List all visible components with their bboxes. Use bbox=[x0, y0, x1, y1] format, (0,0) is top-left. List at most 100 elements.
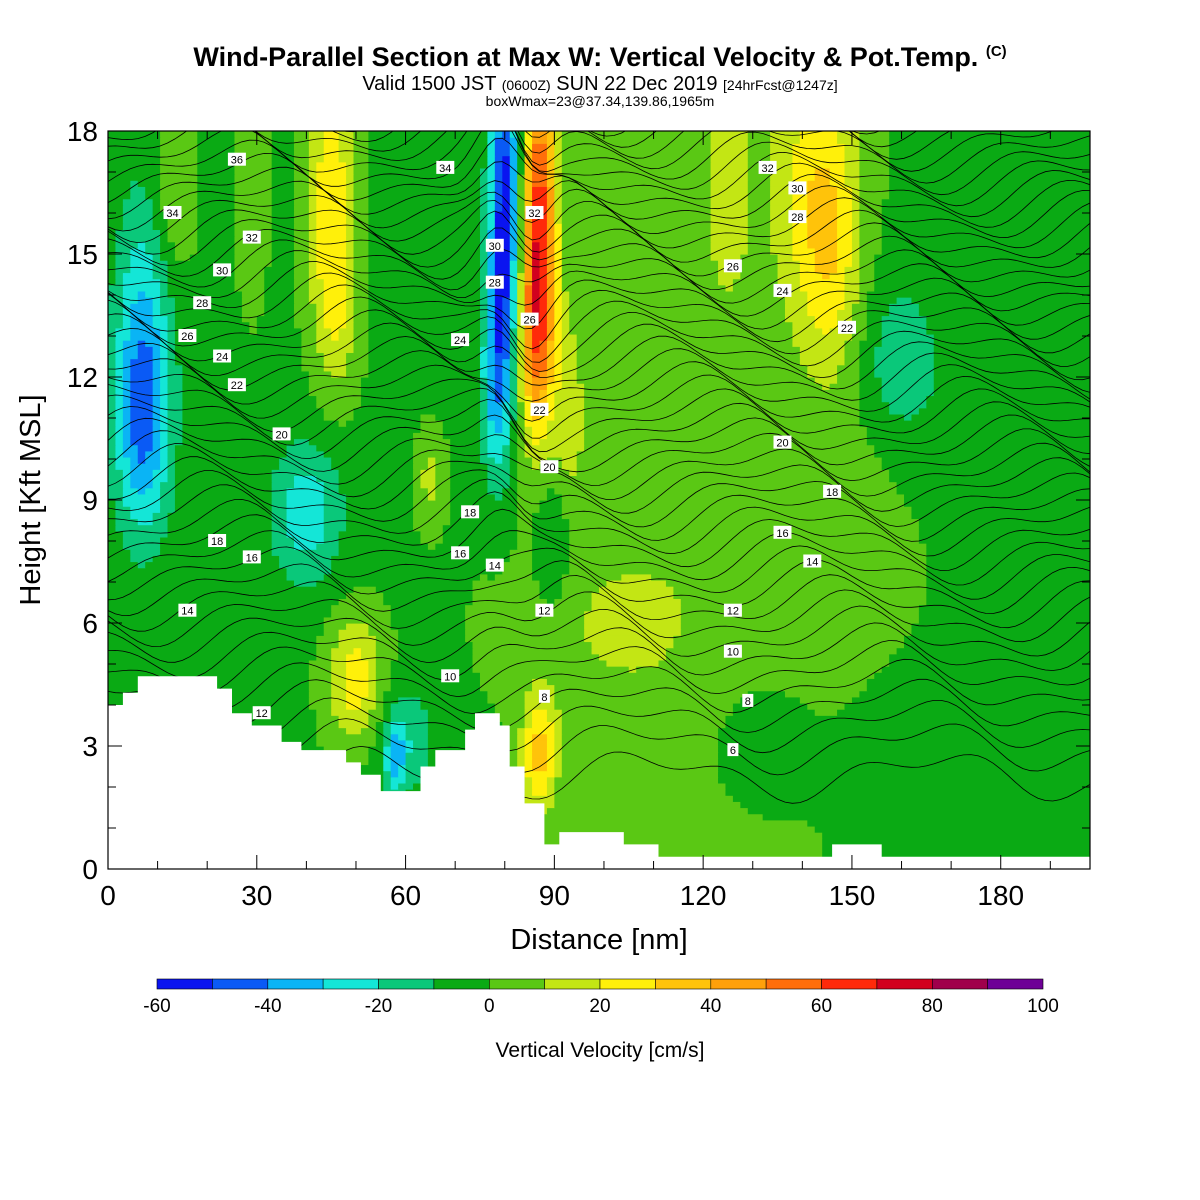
velocity-cell bbox=[710, 180, 749, 187]
velocity-cell bbox=[539, 254, 548, 261]
velocity-cell bbox=[502, 204, 511, 212]
velocity-cell bbox=[479, 241, 489, 249]
velocity-cell bbox=[108, 174, 161, 181]
velocity-cell bbox=[130, 432, 154, 440]
velocity-cell bbox=[777, 266, 801, 274]
velocity-cell bbox=[561, 180, 712, 187]
velocity-cell bbox=[108, 303, 124, 310]
velocity-cell bbox=[561, 512, 913, 520]
velocity-cell bbox=[517, 247, 526, 255]
velocity-cell bbox=[353, 167, 369, 175]
velocity-cell bbox=[152, 210, 169, 218]
velocity-cell bbox=[539, 340, 548, 347]
velocity-cell bbox=[829, 180, 846, 187]
velocity-cell bbox=[122, 272, 154, 280]
velocity-cell bbox=[197, 198, 236, 206]
velocity-cell bbox=[502, 413, 511, 421]
theta-label: 22 bbox=[530, 402, 549, 417]
velocity-cell bbox=[926, 543, 1090, 550]
velocity-cell bbox=[770, 167, 794, 175]
velocity-cell bbox=[814, 247, 838, 255]
velocity-cell bbox=[331, 684, 347, 692]
velocity-cell bbox=[108, 149, 161, 157]
velocity-cell bbox=[904, 500, 1090, 507]
velocity-cell bbox=[405, 746, 414, 753]
velocity-cell bbox=[108, 610, 332, 618]
velocity-cell bbox=[308, 266, 317, 274]
theta-label: 8 bbox=[538, 689, 550, 704]
velocity-cell bbox=[360, 395, 481, 403]
theta-contour bbox=[108, 235, 1090, 291]
theta-contour bbox=[108, 491, 1090, 557]
velocity-cell bbox=[160, 352, 169, 360]
velocity-cell bbox=[375, 659, 392, 667]
velocity-cell bbox=[561, 358, 578, 366]
velocity-cell bbox=[122, 383, 131, 390]
velocity-cell bbox=[532, 758, 548, 766]
velocity-cell bbox=[130, 383, 154, 390]
velocity-cell bbox=[122, 469, 131, 476]
velocity-cell bbox=[747, 247, 771, 255]
velocity-cell bbox=[442, 524, 518, 532]
velocity-cell bbox=[346, 702, 362, 710]
velocity-cell bbox=[532, 733, 548, 741]
velocity-cell bbox=[316, 161, 347, 169]
velocity-cell bbox=[532, 235, 548, 243]
velocity-cell bbox=[174, 333, 303, 341]
velocity-cell bbox=[152, 438, 161, 446]
velocity-cell bbox=[286, 493, 325, 501]
velocity-cell bbox=[494, 223, 511, 230]
velocity-cell bbox=[554, 217, 563, 224]
velocity-cell bbox=[479, 573, 489, 581]
velocity-cell bbox=[524, 377, 533, 384]
velocity-cell bbox=[509, 297, 518, 304]
velocity-cell bbox=[539, 389, 548, 397]
velocity-cell bbox=[584, 623, 682, 630]
velocity-cell bbox=[308, 383, 362, 390]
velocity-cell bbox=[532, 321, 548, 329]
velocity-cell bbox=[108, 530, 124, 538]
velocity-cell bbox=[777, 272, 801, 280]
theta-contour bbox=[108, 545, 1090, 601]
velocity-cell bbox=[108, 524, 117, 532]
velocity-cell bbox=[316, 260, 347, 267]
velocity-cell bbox=[160, 192, 198, 200]
velocity-cell bbox=[844, 149, 860, 157]
velocity-cell bbox=[517, 536, 533, 544]
velocity-cell bbox=[108, 364, 117, 372]
velocity-cell bbox=[539, 303, 548, 310]
velocity-cell bbox=[316, 174, 347, 181]
velocity-cell bbox=[561, 278, 719, 286]
velocity-cell bbox=[160, 327, 169, 335]
velocity-cell bbox=[316, 709, 332, 716]
velocity-cell bbox=[308, 260, 317, 267]
velocity-cell bbox=[502, 377, 511, 384]
colorbar-title: Vertical Velocity [cm/s] bbox=[496, 1039, 705, 1062]
velocity-cell bbox=[346, 696, 362, 704]
velocity-cell bbox=[710, 174, 749, 181]
velocity-cell bbox=[554, 746, 563, 753]
velocity-cell bbox=[479, 444, 489, 452]
velocity-cell bbox=[167, 377, 183, 384]
velocity-cell bbox=[271, 131, 295, 138]
theta-label: 6 bbox=[727, 743, 739, 757]
valid-date: SUN 22 Dec 2019 bbox=[556, 73, 718, 95]
velocity-cell bbox=[308, 210, 317, 218]
velocity-cell bbox=[837, 254, 853, 261]
velocity-cell bbox=[933, 364, 1090, 372]
velocity-cell bbox=[517, 358, 526, 366]
velocity-cell bbox=[747, 210, 771, 218]
velocity-cell bbox=[331, 666, 347, 673]
theta-label: 16 bbox=[773, 525, 792, 540]
velocity-cell bbox=[346, 506, 414, 513]
velocity-cell bbox=[271, 241, 295, 249]
velocity-cell bbox=[494, 493, 503, 501]
y-tick-label: 0 bbox=[82, 854, 98, 885]
velocity-cell bbox=[859, 174, 890, 181]
colorbar-swatch bbox=[267, 978, 324, 990]
velocity-cell bbox=[502, 198, 511, 206]
velocity-cell bbox=[770, 241, 794, 249]
velocity-cell bbox=[494, 137, 511, 144]
velocity-cell bbox=[346, 364, 369, 372]
velocity-cell bbox=[799, 131, 838, 138]
